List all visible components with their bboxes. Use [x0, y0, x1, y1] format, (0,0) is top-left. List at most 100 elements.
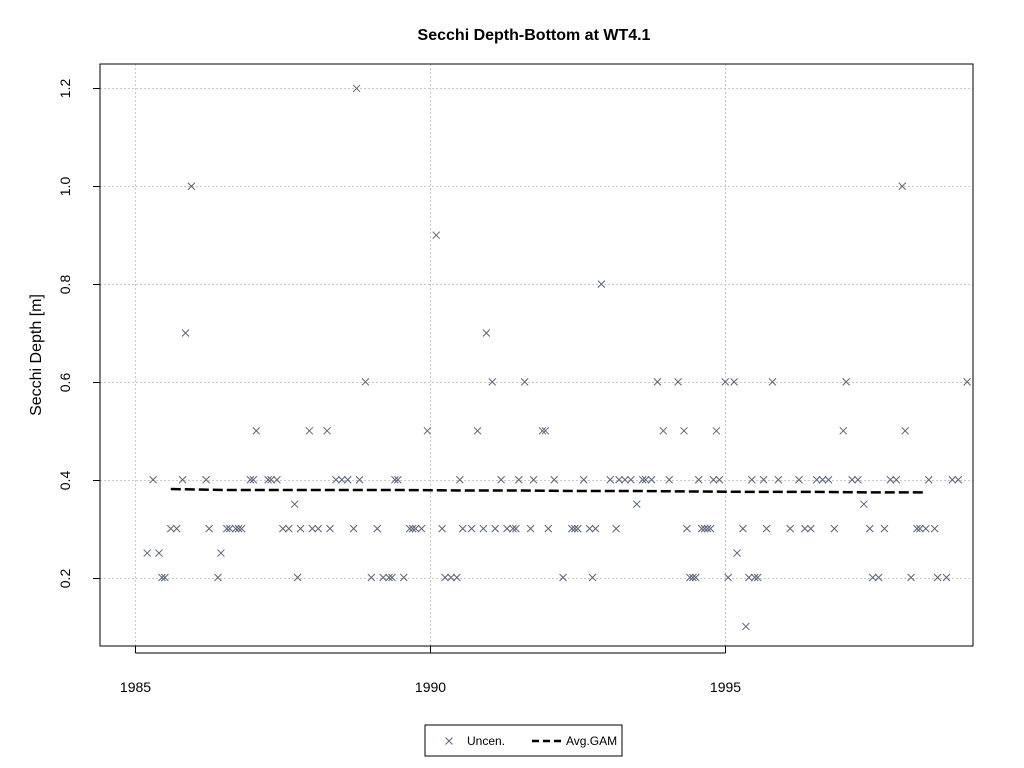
data-point — [367, 573, 376, 582]
data-point — [880, 524, 889, 533]
data-point — [824, 475, 833, 484]
data-point — [570, 524, 579, 533]
x-tick-label: 1990 — [415, 679, 446, 695]
data-point — [217, 549, 225, 557]
data-point — [249, 475, 258, 484]
data-point — [786, 524, 794, 533]
data-point — [963, 378, 971, 386]
data-point — [585, 524, 594, 533]
data-point — [948, 475, 957, 484]
data-point — [886, 475, 895, 484]
data-point — [801, 524, 809, 533]
data-point — [848, 475, 856, 484]
grid-lines — [100, 64, 973, 646]
data-point — [264, 475, 272, 484]
data-point — [411, 524, 420, 533]
gam-line-layer — [170, 487, 926, 494]
data-point — [774, 475, 783, 484]
data-point — [423, 426, 432, 435]
data-point — [868, 573, 877, 582]
data-point — [438, 524, 446, 533]
data-point — [172, 524, 181, 533]
data-point — [529, 475, 538, 484]
data-point — [391, 475, 399, 484]
data-point — [647, 475, 656, 484]
data-point — [898, 182, 907, 191]
data-point — [806, 524, 815, 533]
data-point — [161, 573, 169, 582]
data-point — [854, 475, 862, 484]
data-point — [453, 573, 461, 582]
data-point — [273, 475, 281, 484]
legend-label-uncen: Uncen. — [467, 734, 505, 748]
data-point — [933, 573, 942, 582]
data-point — [296, 524, 305, 533]
data-point — [290, 500, 299, 509]
y-tick-label: 0.4 — [57, 471, 73, 491]
data-point — [916, 524, 924, 533]
data-point — [512, 524, 520, 533]
data-point — [691, 573, 700, 582]
data-point — [742, 622, 750, 631]
data-point — [158, 573, 166, 582]
data-point — [597, 280, 606, 288]
data-point — [724, 573, 733, 582]
data-point — [541, 426, 550, 435]
legend-marker-uncen — [445, 737, 453, 745]
data-point — [352, 84, 361, 93]
data-point — [930, 524, 939, 533]
data-point — [712, 426, 721, 435]
data-point — [488, 378, 497, 386]
data-point — [202, 475, 211, 484]
data-point — [458, 524, 467, 533]
data-point — [686, 573, 694, 582]
plot-frame — [99, 63, 974, 647]
data-point — [721, 378, 730, 386]
data-point — [762, 524, 771, 533]
y-tick-label: 0.6 — [57, 373, 73, 393]
data-point — [739, 524, 747, 533]
data-point — [641, 475, 650, 484]
data-point — [954, 475, 963, 484]
data-point — [921, 524, 930, 533]
data-point — [688, 573, 697, 582]
data-point — [361, 378, 370, 386]
data-point — [417, 524, 426, 533]
data-point — [860, 500, 868, 509]
data-point — [385, 573, 393, 582]
data-point — [830, 524, 839, 533]
data-point — [222, 524, 231, 533]
data-point — [455, 475, 464, 484]
data-point — [473, 426, 482, 435]
data-point — [680, 426, 688, 435]
data-point — [683, 524, 691, 533]
data-point — [181, 329, 190, 337]
data-point — [399, 573, 408, 582]
data-point — [482, 329, 491, 337]
y-axis: 0.2 0.4 0.6 0.8 1.0 1.2 — [57, 79, 100, 588]
data-point — [591, 524, 600, 533]
data-point — [326, 524, 334, 533]
y-tick-label: 0.8 — [57, 275, 73, 295]
data-point — [405, 524, 414, 533]
data-point — [753, 573, 762, 582]
x-axis: 1985 1990 1995 — [120, 646, 741, 695]
data-point — [343, 475, 352, 484]
data-point — [733, 549, 741, 557]
data-point — [588, 573, 597, 582]
data-point — [497, 475, 505, 484]
data-point — [509, 524, 517, 533]
data-point — [842, 378, 851, 386]
data-point — [205, 524, 213, 533]
legend-box — [424, 724, 623, 757]
data-point — [441, 573, 449, 582]
data-point — [234, 524, 243, 533]
data-point — [538, 426, 547, 435]
data-point — [514, 475, 523, 484]
data-point — [284, 524, 293, 533]
data-point — [795, 475, 803, 484]
data-point — [700, 524, 709, 533]
data-point — [246, 475, 255, 484]
data-point — [759, 475, 768, 484]
data-point — [408, 524, 417, 533]
